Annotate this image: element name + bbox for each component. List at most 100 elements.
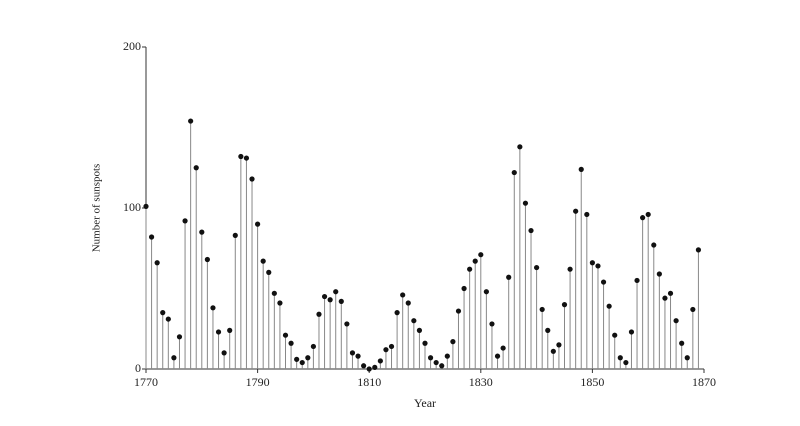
stem-marker: [355, 353, 361, 359]
stem-marker: [394, 310, 400, 316]
stem-marker: [634, 277, 640, 284]
stem-marker: [695, 247, 702, 253]
stem-marker: [528, 227, 534, 234]
stem-marker: [238, 153, 244, 160]
stem-marker: [271, 290, 277, 296]
stem-marker: [171, 355, 177, 361]
stem-marker: [500, 345, 506, 351]
stem-marker: [316, 311, 322, 317]
stem-marker: [439, 363, 445, 369]
stem-marker: [188, 118, 194, 124]
stem-marker: [310, 343, 316, 350]
stem-marker: [433, 359, 439, 366]
stem-marker: [255, 221, 261, 227]
stem-marker: [584, 211, 590, 218]
stem-marker: [489, 321, 495, 327]
stem-marker: [422, 340, 428, 346]
stem-marker: [204, 256, 210, 263]
x-tick-label: 1790: [246, 375, 270, 389]
stem-marker: [578, 166, 584, 172]
stem-marker: [567, 266, 573, 272]
stem-marker: [366, 366, 372, 372]
stem-marker: [299, 359, 305, 366]
stem-marker: [673, 318, 679, 324]
stem-marker: [640, 215, 646, 221]
stem-marker: [383, 347, 389, 353]
stem-marker: [595, 263, 601, 269]
stem-marker: [277, 300, 283, 306]
stem-marker: [333, 289, 339, 295]
stem-marker: [494, 353, 501, 359]
y-tick-label: 0: [135, 361, 141, 375]
x-tick-label: 1830: [469, 375, 493, 389]
stem-marker: [478, 252, 484, 258]
stem-marker: [667, 290, 674, 296]
stem-marker: [467, 266, 473, 272]
stem-marker: [511, 169, 517, 176]
stem-marker: [327, 297, 333, 303]
stem-marker: [361, 363, 367, 369]
stem-marker: [182, 218, 188, 224]
stem-marker: [556, 342, 562, 348]
stem-marker: [662, 295, 668, 301]
stem-marker: [606, 303, 612, 309]
stem-marker: [461, 285, 467, 292]
x-axis-label: Year: [414, 396, 436, 410]
stem-marker: [550, 348, 556, 354]
stem-marker: [506, 274, 512, 280]
stem-marker: [600, 279, 607, 285]
stem-marker: [427, 355, 434, 361]
stem-marker: [444, 353, 450, 359]
stem-marker: [483, 289, 489, 295]
stem-marker: [589, 260, 596, 266]
stem-marker: [522, 200, 529, 206]
stem-marker: [210, 305, 216, 311]
stem-marker: [143, 203, 149, 209]
stem-marker: [176, 334, 183, 340]
stem-marker: [266, 269, 272, 275]
stem-marker: [679, 340, 685, 346]
stem-marker: [282, 332, 289, 338]
stem-marker: [388, 343, 395, 350]
y-tick-label: 200: [123, 39, 141, 53]
stem-marker: [199, 229, 205, 235]
x-tick-label: 1850: [580, 375, 604, 389]
stem-marker: [193, 165, 199, 171]
stem-marker: [215, 329, 222, 335]
stem-marker: [472, 258, 478, 264]
x-tick-label: 1870: [692, 375, 716, 389]
stem-marker: [573, 208, 579, 214]
stem-marker: [294, 356, 300, 362]
stem-marker: [372, 364, 378, 370]
stem-marker: [227, 327, 233, 333]
stem-marker: [305, 355, 311, 361]
stem-marker: [450, 339, 456, 345]
stem-marker: [534, 264, 540, 271]
stem-marker: [645, 211, 651, 218]
stem-marker: [656, 271, 662, 277]
stem-marker: [400, 292, 406, 298]
x-tick-label: 1810: [357, 375, 381, 389]
stem-marker: [690, 306, 696, 313]
stem-marker: [561, 302, 568, 308]
stem-marker: [612, 332, 618, 338]
stem-marker: [539, 306, 545, 313]
stem-marker: [623, 359, 629, 366]
stem-marker: [349, 350, 356, 356]
stem-marker: [160, 310, 166, 316]
stem-marker: [260, 258, 266, 264]
stem-marker: [455, 308, 462, 314]
y-tick-label: 100: [123, 200, 141, 214]
stem-marker: [651, 242, 657, 248]
stem-marker: [517, 144, 523, 150]
stem-marker: [243, 155, 250, 161]
stem-marker: [154, 260, 160, 266]
stem-marker: [628, 329, 635, 335]
stem-marker: [344, 321, 350, 327]
stem-marker: [165, 316, 171, 322]
stem-marker: [321, 293, 328, 300]
x-tick-label: 1770: [134, 375, 158, 389]
stem-marker: [232, 232, 238, 238]
stem-marker: [249, 176, 255, 182]
